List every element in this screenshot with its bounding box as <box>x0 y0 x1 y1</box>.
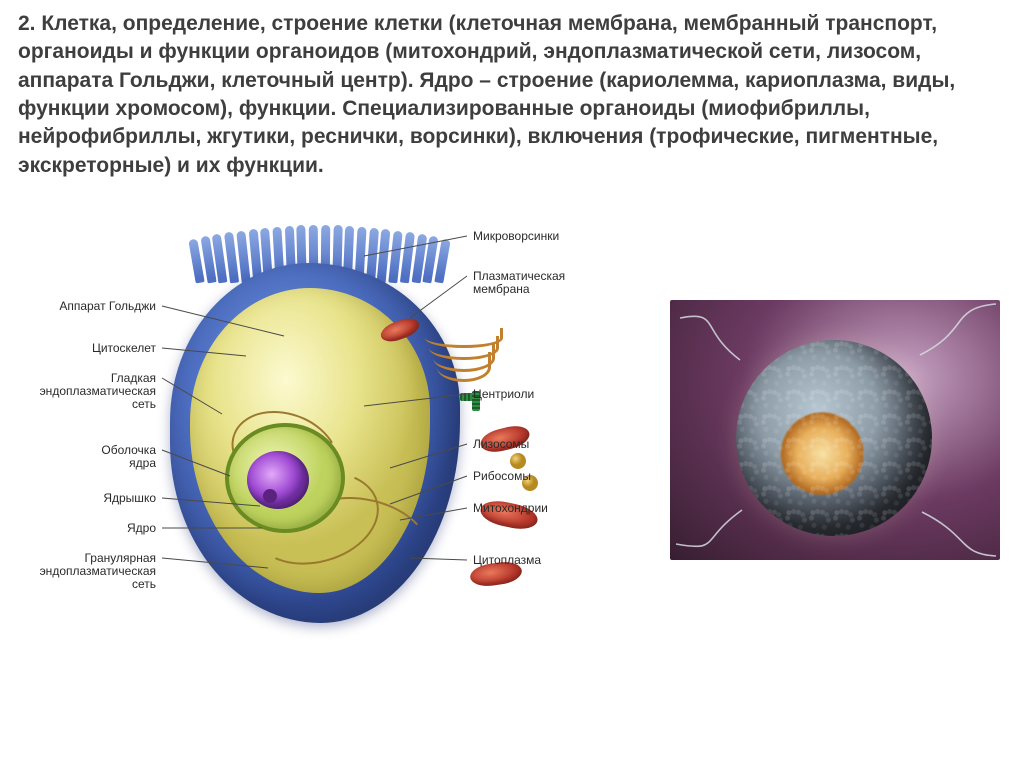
label-envelope: Оболочкаядра <box>101 444 156 470</box>
label-rer: Гранулярнаяэндоплазматическаясеть <box>40 552 156 592</box>
heading-block: 2. Клетка, определение, строение клетки … <box>0 0 1024 180</box>
label-nucleolus: Ядрышко <box>103 492 156 505</box>
label-ser: Гладкаяэндоплазматическаясеть <box>40 372 156 412</box>
label-ribosomes: Рибосомы <box>473 470 531 483</box>
label-nucleus: Ядро <box>127 522 156 535</box>
label-membrane: Плазматическаямембрана <box>473 270 565 296</box>
label-golgi: Аппарат Гольджи <box>59 300 156 313</box>
heading-text: 2. Клетка, определение, строение клетки … <box>18 10 1006 180</box>
label-microvilli: Микроворсинки <box>473 230 559 243</box>
cell-body <box>170 213 460 623</box>
lysosome <box>510 453 526 469</box>
label-lysosomes: Лизосомы <box>473 438 529 451</box>
label-cytoplasm: Цитоплазма <box>473 554 541 567</box>
golgi-apparatus <box>425 328 503 378</box>
ovum-illustration <box>670 300 1000 560</box>
cell-diagram: Аппарат Гольджи Цитоскелет Гладкаяэндоплаз… <box>12 218 602 638</box>
nucleus <box>225 423 345 533</box>
label-cytoskel: Цитоскелет <box>92 342 156 355</box>
figures-row: Аппарат Гольджи Цитоскелет Гладкаяэндоплаз… <box>0 180 1024 638</box>
nucleolus <box>263 489 277 503</box>
label-centrioles: Центриоли <box>473 388 534 401</box>
cell-sphere <box>736 340 932 536</box>
label-mitochond: Митохондрии <box>473 502 548 515</box>
